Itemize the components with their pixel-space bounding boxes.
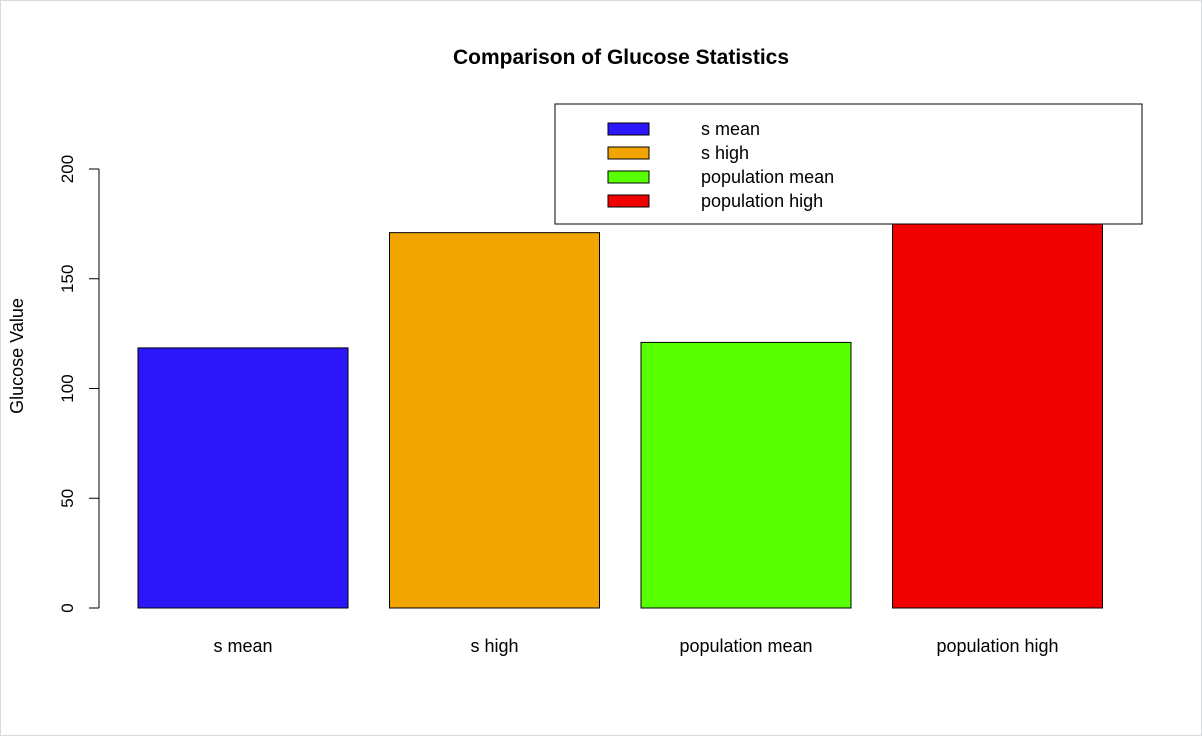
bars-group [137, 170, 1103, 609]
legend-swatch [607, 146, 650, 160]
legend-label: s mean [701, 119, 760, 139]
y-tick-label: 0 [58, 603, 77, 612]
y-tick-label: 200 [58, 155, 77, 183]
y-tick-label: 150 [58, 265, 77, 293]
x-tick-label: s mean [213, 636, 272, 656]
x-tick-label: population mean [679, 636, 812, 656]
legend-swatch [607, 194, 650, 208]
legend-box [554, 103, 1143, 225]
x-tick-label: s high [470, 636, 518, 656]
y-tick-label: 100 [58, 374, 77, 402]
bar [640, 341, 852, 609]
y-axis: 0 50 100 150 200 [58, 155, 100, 613]
y-axis-label: Glucose Value [7, 298, 27, 414]
bar [892, 170, 1103, 609]
bar [389, 232, 600, 609]
x-tick-label: population high [936, 636, 1058, 656]
bar [137, 347, 349, 609]
legend-label: population high [701, 191, 823, 211]
legend-label: population mean [701, 167, 834, 187]
legend: s mean s high population mean population hi… [554, 103, 1143, 225]
y-tick-label: 50 [58, 489, 77, 508]
chart-title: Comparison of Glucose Statistics [453, 46, 789, 69]
legend-swatch [607, 122, 650, 136]
x-tick-labels: s mean s high population mean population hi… [213, 636, 1058, 656]
legend-label: s high [701, 143, 749, 163]
legend-swatch [607, 170, 650, 184]
